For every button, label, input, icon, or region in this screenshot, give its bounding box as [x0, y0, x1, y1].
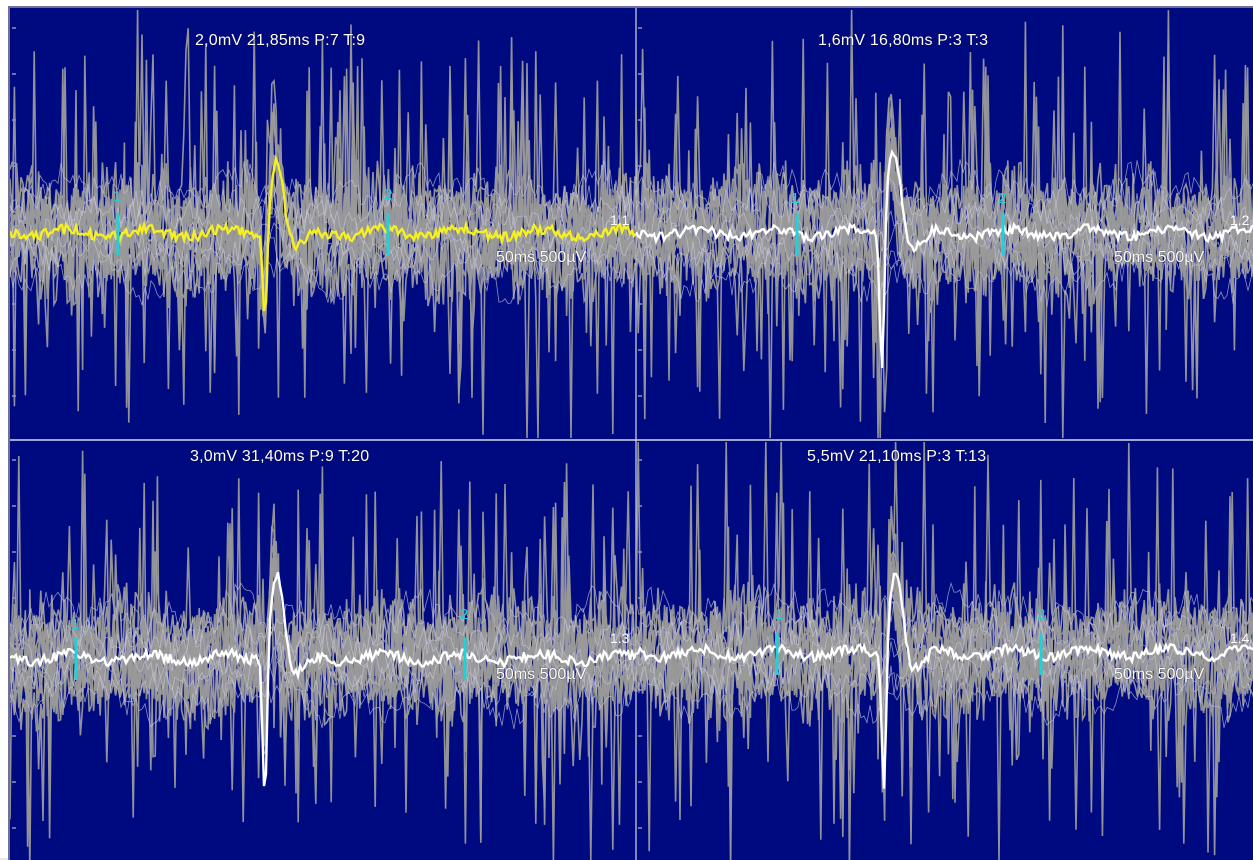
panel-3-scale: 50ms 500µV — [496, 666, 586, 684]
panel-1-cursor-1-label[interactable]: 1 — [113, 188, 121, 205]
panel-1-channel: 1.1 — [610, 212, 629, 228]
panel-4-traces[interactable] — [636, 442, 1253, 860]
panel-1-cursor-2-label[interactable]: 2 — [384, 186, 392, 203]
panel-1-header: 2,0mV 21,85ms P:7 T:9 — [195, 32, 365, 50]
panel-2-header: 1,6mV 16,80ms P:3 T:3 — [818, 32, 988, 50]
panel-3-cursor-2-label[interactable]: 2 — [460, 606, 468, 623]
panel-1-scale: 50ms 500µV — [496, 249, 586, 267]
panel-2-traces[interactable] — [636, 10, 1253, 438]
panel-4-header: 5,5mV 21,10ms P:3 T:13 — [807, 448, 986, 466]
trace-canvas[interactable] — [10, 8, 1253, 860]
panel-2-channel: 1.2 — [1230, 212, 1249, 228]
panel-2-cursor-1-label[interactable]: 1 — [791, 190, 799, 207]
panel-3-traces[interactable] — [10, 451, 636, 860]
panel-3-cursor-1-label[interactable]: 1 — [71, 616, 79, 633]
panel-3-header: 3,0mV 31,40ms P:9 T:20 — [190, 448, 369, 466]
panel-3-channel: 1.3 — [610, 630, 629, 646]
panel-2-scale: 50ms 500µV — [1114, 249, 1204, 267]
emg-display-area[interactable]: 2,0mV 21,85ms P:7 T:9 50ms 500µV 1.1 1 2… — [8, 6, 1253, 860]
panel-4-channel: 1.4 — [1230, 630, 1249, 646]
panel-2-cursor-2-label[interactable]: 2 — [998, 190, 1006, 207]
panel-4-scale: 50ms 500µV — [1114, 666, 1204, 684]
panel-4-cursor-2-label[interactable]: 2 — [1037, 606, 1045, 623]
panel-4-cursor-1-label[interactable]: 1 — [775, 606, 783, 623]
panel-1-traces[interactable] — [10, 10, 636, 438]
